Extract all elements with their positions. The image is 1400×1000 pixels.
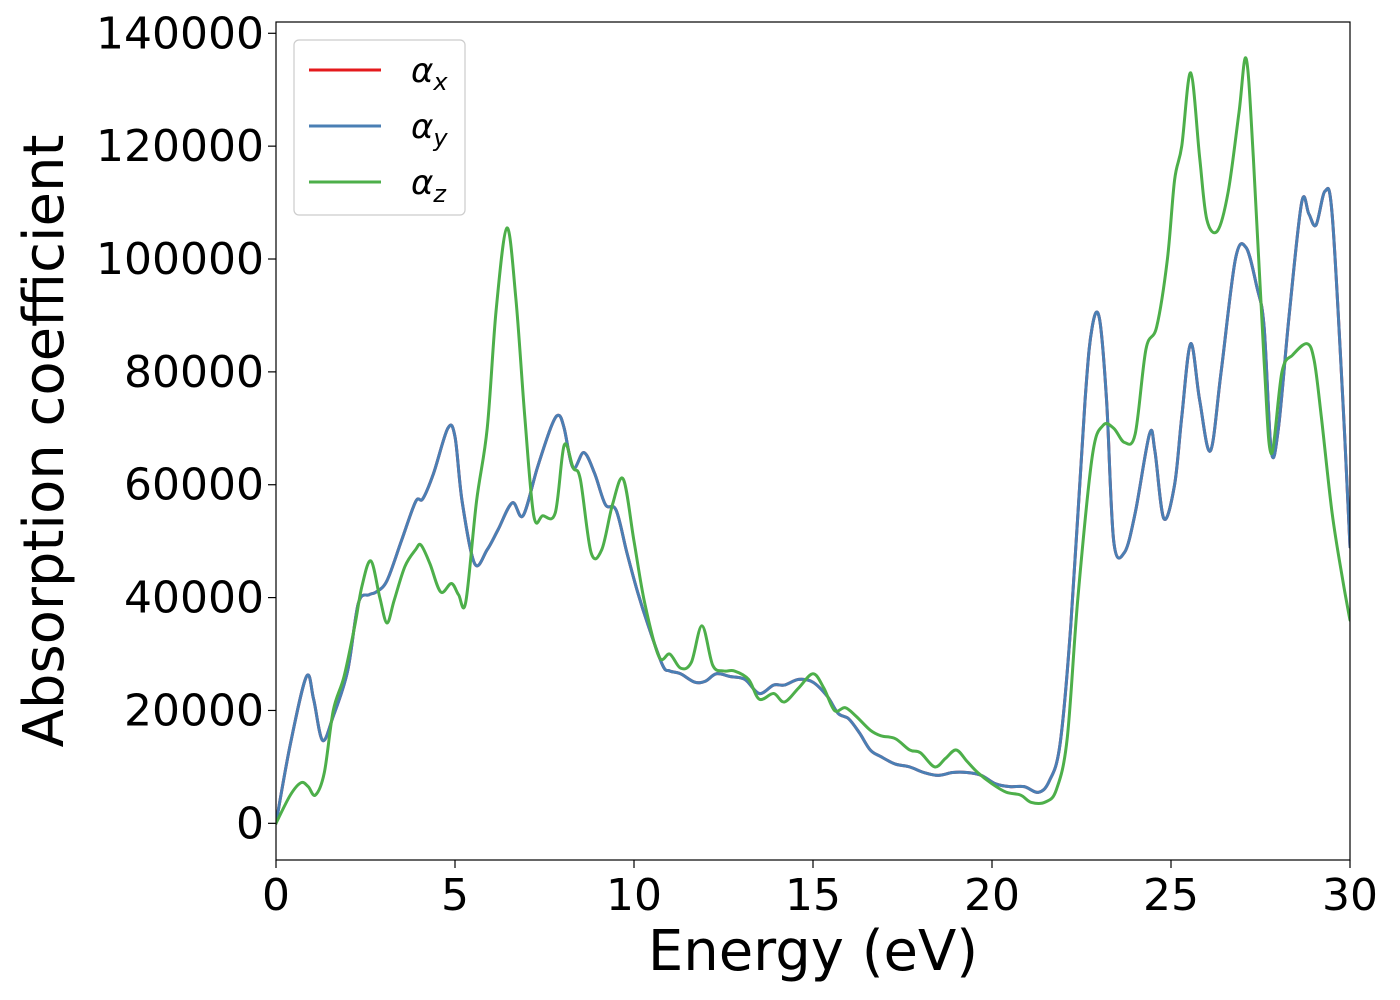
y-axis: 0 20000 40000 60000 80000 100000 120000 140000 [96, 8, 276, 849]
x-tick-label: 20 [964, 870, 1020, 921]
series-layer [276, 56, 1350, 825]
x-tick-label: 25 [1143, 870, 1199, 921]
legend-label-x: αx [411, 51, 448, 96]
y-tick-label: 80000 [124, 347, 264, 398]
x-tick-label: 5 [441, 870, 469, 921]
y-tick-label: 40000 [124, 573, 264, 624]
legend: αx αy αz [293, 39, 466, 216]
y-tick-label: 20000 [124, 685, 264, 736]
y-axis-label: Absorption coefficient [12, 135, 77, 748]
x-axis: 0 5 10 15 20 25 30 [262, 860, 1378, 921]
series-line-y [276, 186, 1350, 825]
x-axis-label: Energy (eV) [648, 919, 978, 984]
x-tick-label: 10 [606, 870, 662, 921]
y-tick-label: 140000 [96, 8, 264, 59]
y-tick-label: 100000 [96, 234, 264, 285]
y-tick-label: 0 [236, 798, 264, 849]
series-line-z [276, 56, 1350, 825]
y-tick-label: 60000 [124, 460, 264, 511]
x-tick-label: 15 [785, 870, 841, 921]
y-tick-label: 120000 [96, 121, 264, 172]
x-tick-label: 0 [262, 870, 290, 921]
legend-label-y: αy [411, 107, 448, 152]
x-tick-label: 30 [1322, 870, 1378, 921]
legend-label-z: αz [411, 163, 447, 208]
